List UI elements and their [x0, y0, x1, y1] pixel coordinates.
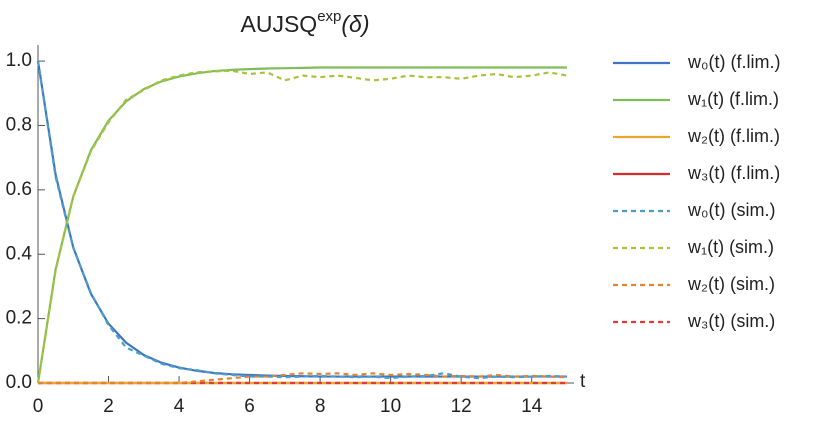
y-tick-label: 1.0 — [6, 50, 32, 71]
legend-label: w₀(t) (f.lim.) — [687, 52, 780, 72]
series-line — [36, 60, 567, 378]
legend-label: w₁(t) (sim.) — [687, 237, 774, 257]
series-line — [38, 372, 567, 385]
x-tick-label: 10 — [380, 396, 401, 417]
title-superscript: exp — [317, 8, 341, 25]
y-tick-label: 0.2 — [6, 308, 32, 329]
x-tick-label: 0 — [33, 396, 44, 417]
y-tick-label: 0.8 — [6, 114, 32, 135]
y-tick-label: 0.4 — [6, 243, 33, 264]
x-tick-label: 4 — [174, 396, 185, 417]
chart-title: AUJSQexp(δ) — [241, 8, 370, 37]
legend-label: w₂(t) (f.lim.) — [687, 126, 780, 146]
x-tick-label: 12 — [451, 396, 472, 417]
legend-label: w₁(t) (f.lim.) — [687, 89, 779, 109]
y-tick-label: 0.6 — [6, 179, 32, 200]
legend-label: w₃(t) (f.lim.) — [687, 163, 780, 183]
series-line — [36, 60, 567, 380]
x-tick-label: 6 — [244, 396, 255, 417]
legend-label: w₂(t) (sim.) — [687, 274, 775, 294]
title-main: AUJSQ — [241, 11, 318, 37]
legend-label: w₀(t) (sim.) — [687, 200, 775, 220]
x-tick-label: 8 — [315, 396, 326, 417]
x-axis-label: t — [580, 371, 586, 392]
x-tick-label: 2 — [103, 396, 114, 417]
series-line — [36, 69, 568, 384]
title-suffix: (δ) — [341, 11, 369, 37]
legend-label: w₃(t) (sim.) — [687, 311, 775, 331]
x-tick-label: 14 — [521, 396, 543, 417]
y-tick-label: 0.0 — [6, 372, 32, 393]
